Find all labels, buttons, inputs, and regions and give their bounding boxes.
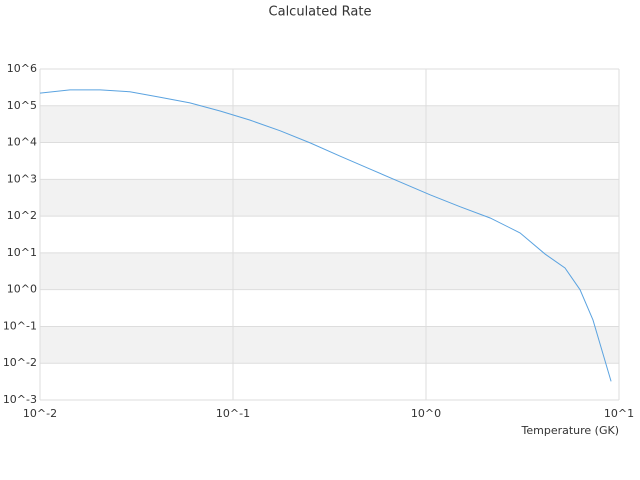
chart-title: Calculated Rate — [269, 5, 372, 20]
x-tick-label: 10^-2 — [23, 407, 57, 420]
grid-band — [40, 252, 619, 290]
grid-band — [40, 179, 619, 217]
y-tick-label: 10^5 — [7, 99, 37, 112]
data-line — [39, 89, 612, 382]
x-tick-label: 10^0 — [411, 407, 441, 420]
y-tick-label: 10^-3 — [3, 393, 37, 406]
x-axis-label: Temperature (GK) — [521, 424, 620, 437]
y-tick-label: 10^2 — [7, 209, 37, 222]
y-tick-label: 10^1 — [7, 246, 37, 259]
y-tick-label: 10^-1 — [3, 319, 37, 332]
x-tick-label: 10^1 — [604, 407, 634, 420]
x-tick-label: 10^-1 — [216, 407, 250, 420]
y-tick-label: 10^4 — [7, 136, 37, 149]
y-tick-label: 10^-2 — [3, 356, 37, 369]
y-tick-label: 10^0 — [7, 283, 37, 296]
grid-band — [40, 326, 619, 364]
grid-band — [40, 105, 619, 143]
y-tick-label: 10^6 — [7, 62, 37, 75]
y-tick-label: 10^3 — [7, 172, 37, 185]
